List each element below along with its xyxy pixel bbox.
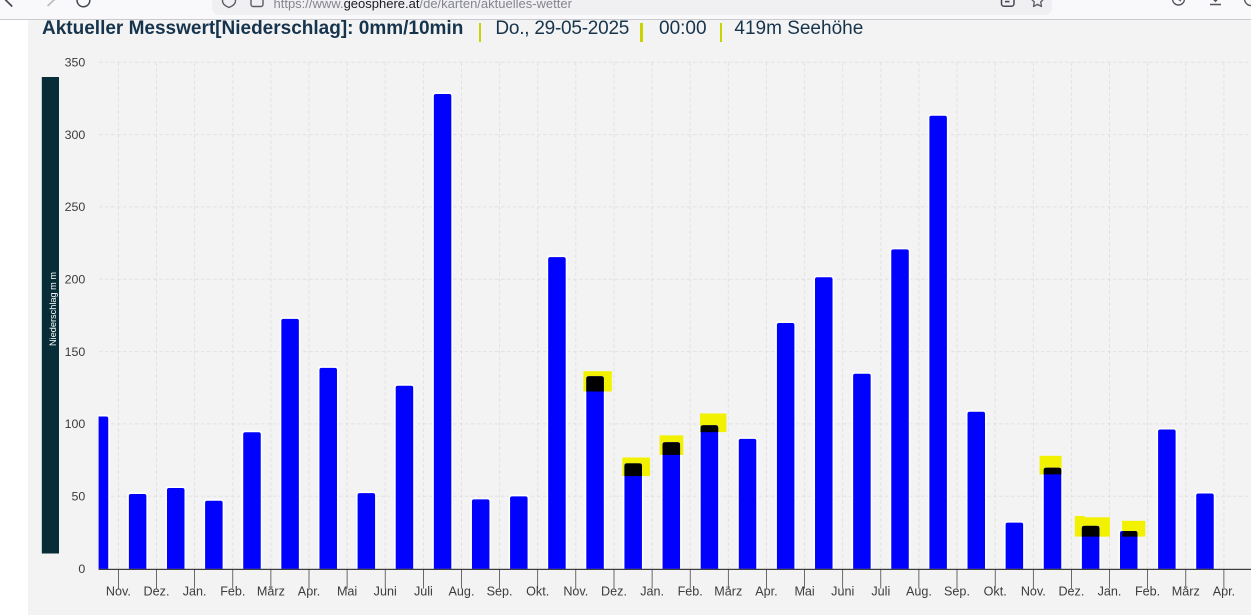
- svg-text:Apr.: Apr.: [755, 585, 777, 599]
- svg-text:Dez.: Dez.: [1058, 585, 1084, 599]
- svg-text:Aug.: Aug.: [906, 585, 932, 599]
- svg-text:Feb.: Feb.: [678, 585, 703, 599]
- svg-text:Okt.: Okt.: [984, 585, 1007, 599]
- svg-text:Juli: Juli: [871, 585, 890, 599]
- svg-text:Dez.: Dez.: [601, 585, 627, 599]
- svg-text:Feb.: Feb.: [220, 585, 245, 599]
- svg-text:200: 200: [65, 273, 86, 287]
- svg-text:0: 0: [78, 562, 85, 576]
- svg-text:Mai: Mai: [337, 585, 357, 599]
- svg-text:März: März: [1172, 585, 1200, 599]
- svg-text:Aug.: Aug.: [449, 585, 475, 599]
- svg-text:Nov.: Nov.: [563, 585, 588, 599]
- svg-text:März: März: [714, 585, 742, 599]
- svg-text:Jan.: Jan.: [640, 585, 664, 599]
- svg-text:Juni: Juni: [831, 585, 854, 599]
- svg-text:150: 150: [65, 345, 86, 359]
- svg-text:Nov.: Nov.: [106, 585, 131, 599]
- svg-text:Mai: Mai: [794, 585, 814, 599]
- svg-text:Juni: Juni: [374, 585, 397, 599]
- svg-text:Nov.: Nov.: [1021, 585, 1046, 599]
- svg-text:Sep.: Sep.: [944, 585, 970, 599]
- svg-text:Niederschlag m m: Niederschlag m m: [48, 272, 58, 346]
- svg-text:Apr.: Apr.: [298, 585, 320, 599]
- svg-text:Dez.: Dez.: [144, 585, 170, 599]
- svg-text:Jan.: Jan.: [1098, 585, 1122, 599]
- svg-text:Sep.: Sep.: [487, 585, 513, 599]
- svg-text:Jan.: Jan.: [183, 585, 207, 599]
- svg-text:350: 350: [65, 56, 86, 70]
- svg-text:März: März: [257, 585, 285, 599]
- svg-text:Apr.: Apr.: [1213, 585, 1235, 599]
- svg-text:Okt.: Okt.: [526, 585, 549, 599]
- svg-text:100: 100: [65, 417, 86, 431]
- svg-text:Feb.: Feb.: [1135, 585, 1160, 599]
- svg-text:250: 250: [65, 200, 86, 214]
- svg-text:50: 50: [72, 490, 86, 504]
- svg-text:Juli: Juli: [414, 585, 433, 599]
- svg-text:300: 300: [65, 128, 86, 142]
